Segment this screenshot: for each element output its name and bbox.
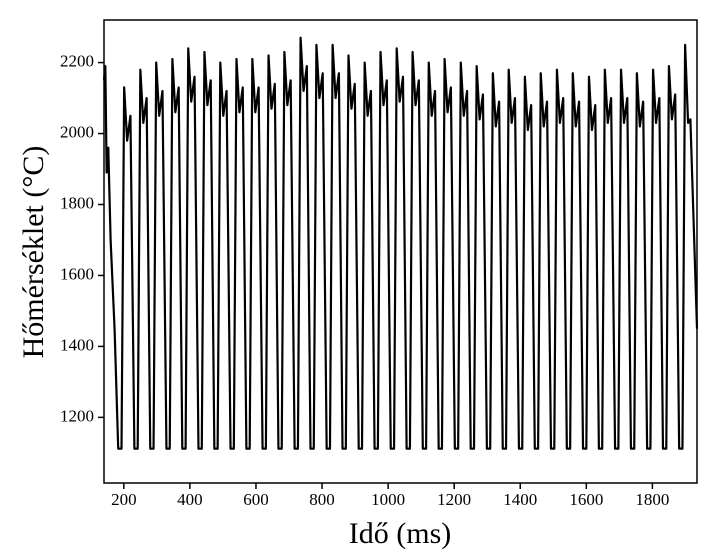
x-tick-label: 200 xyxy=(111,490,137,509)
x-tick-label: 400 xyxy=(177,490,203,509)
y-tick-label: 1200 xyxy=(60,406,94,425)
data-line xyxy=(102,36,699,450)
plot-frame xyxy=(103,19,698,484)
x-axis-title: Idő (ms) xyxy=(349,517,451,550)
y-axis-title: Hőmérséklet (°C) xyxy=(17,146,50,359)
y-tick-label: 1400 xyxy=(60,335,94,354)
x-tick-label: 1200 xyxy=(437,490,471,509)
y-tick-label: 2200 xyxy=(60,51,94,70)
x-tick-label: 1600 xyxy=(569,490,603,509)
x-tick-label: 800 xyxy=(309,490,335,509)
y-tick-label: 1600 xyxy=(60,264,94,283)
x-tick-label: 1400 xyxy=(503,490,537,509)
y-tick-label: 1800 xyxy=(60,193,94,212)
x-tick-label: 600 xyxy=(243,490,269,509)
y-tick-label: 2000 xyxy=(60,122,94,141)
x-tick-label: 1000 xyxy=(371,490,405,509)
x-tick-label: 1800 xyxy=(635,490,669,509)
